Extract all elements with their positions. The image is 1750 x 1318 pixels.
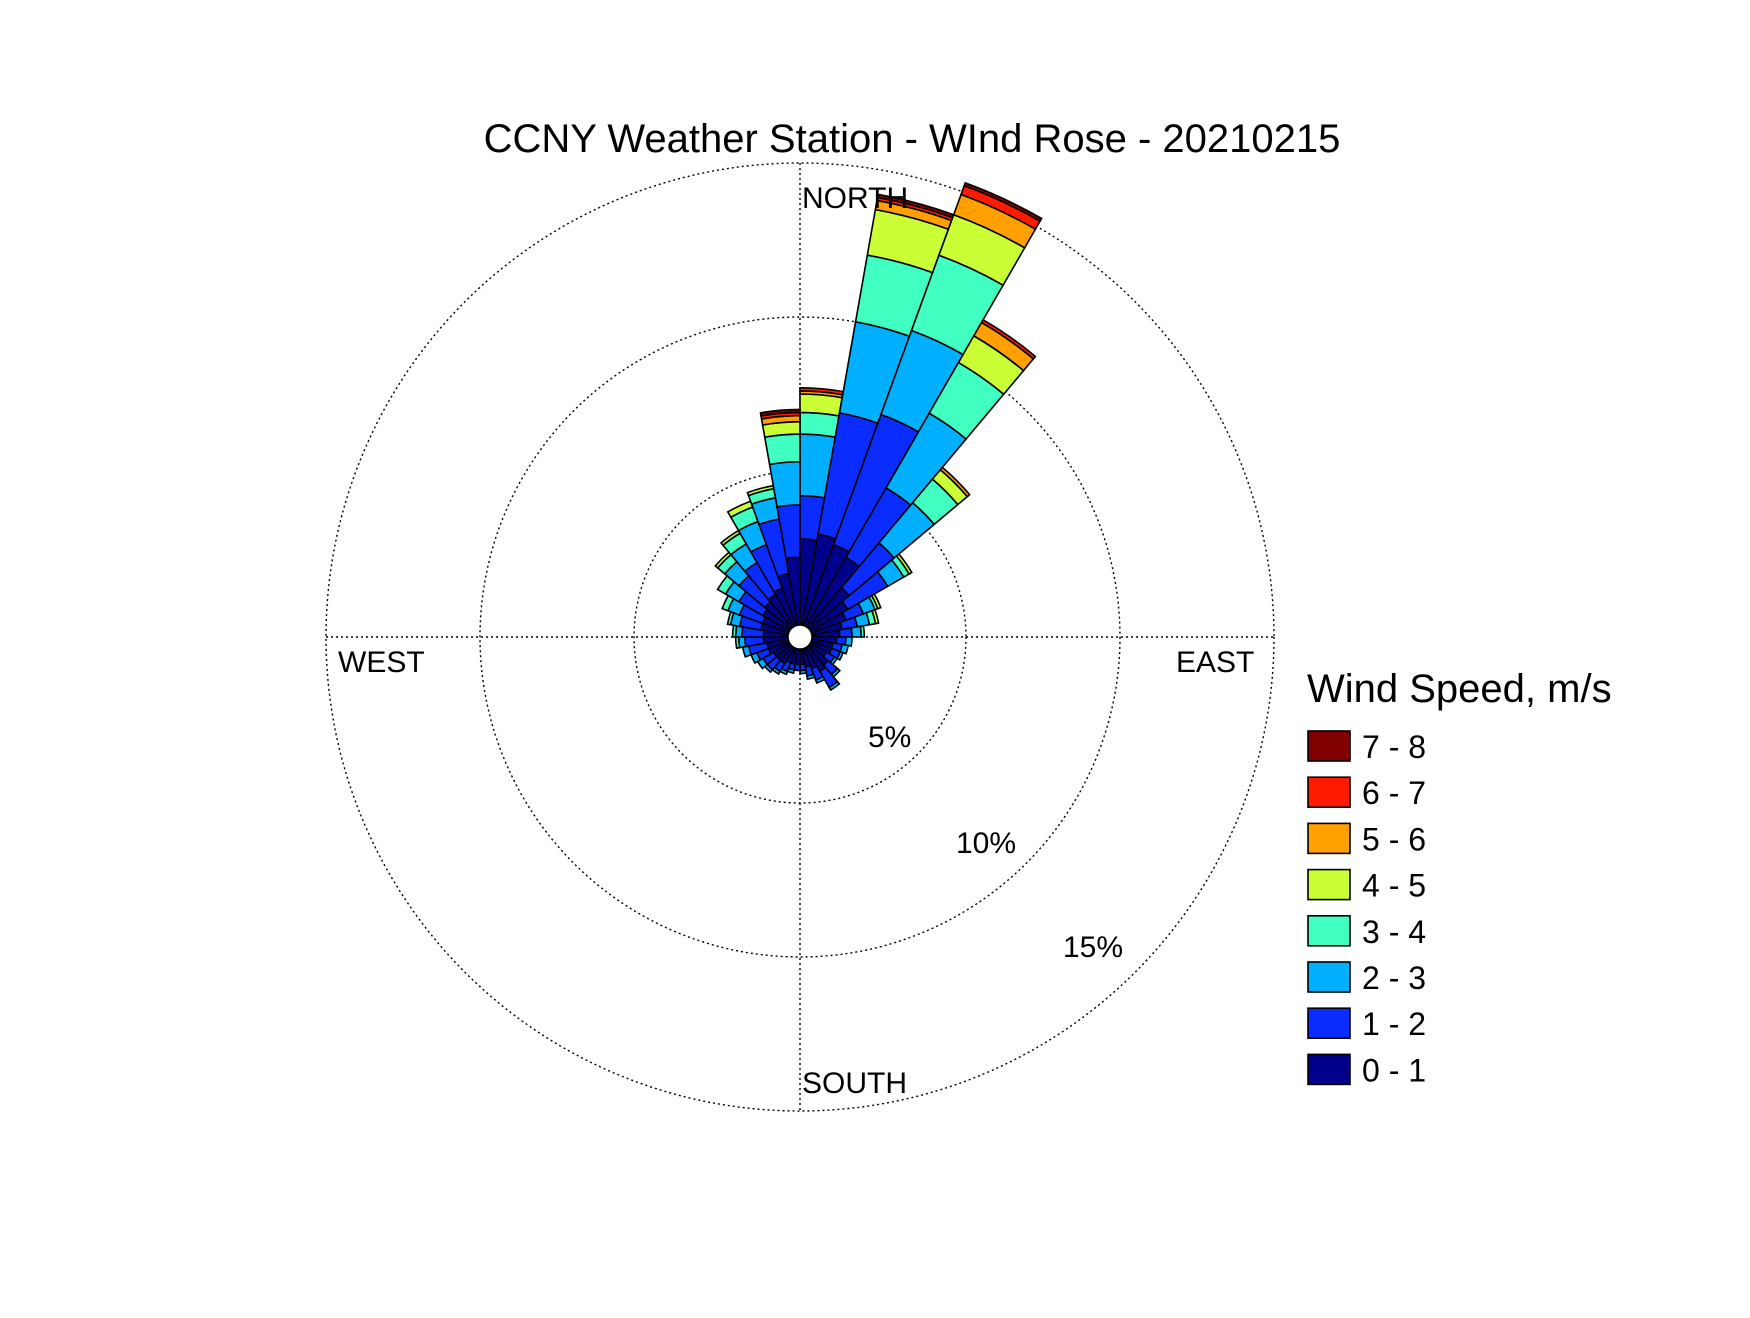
grid-ring (479, 316, 1121, 958)
chart-title: CCNY Weather Station - WInd Rose - 20210… (484, 117, 1341, 161)
legend-label: 2 - 3 (1362, 960, 1426, 996)
legend-swatch (1307, 822, 1351, 855)
direction-label-east: EAST (1176, 646, 1254, 679)
legend-items: 7 - 8 6 - 7 5 - 6 4 - 5 3 - 4 2 - 3 1 - 2 0 - 1 (1307, 729, 1426, 1088)
legend-swatch (1307, 868, 1351, 901)
wind-sector-segment (731, 624, 738, 638)
center-hole (787, 624, 813, 650)
grid-ring (325, 162, 1275, 1112)
wind-sector-segment (871, 608, 880, 625)
wind-sector-segment (835, 650, 845, 662)
wind-sector-segment (828, 680, 841, 692)
legend-swatch (1307, 914, 1351, 947)
wind-sector-segment (799, 669, 808, 675)
direction-label-west: WEST (338, 646, 425, 679)
wind-sector-segment (939, 466, 971, 498)
direction-label-north: NORTH (802, 182, 908, 215)
radial-tick-label: 5% (868, 721, 911, 754)
legend-label: 0 - 1 (1362, 1052, 1426, 1088)
wind-sector-segment (734, 636, 741, 650)
wind-sector-segment (763, 433, 801, 466)
radial-tick-label: 15% (1063, 931, 1123, 964)
wind-sector-segment (799, 411, 840, 439)
legend-label: 4 - 5 (1362, 868, 1426, 904)
wind-sector-segment (859, 624, 866, 638)
legend-swatch (1307, 1053, 1351, 1086)
wind-sector-segment (814, 675, 826, 685)
wind-sector-segment (805, 673, 816, 681)
wind-sector-segment (980, 318, 1037, 360)
legend-label: 6 - 7 (1362, 775, 1426, 811)
legend: Wind Speed, m/s 7 - 8 6 - 7 5 - 6 4 - 5 3 - … (1307, 667, 1612, 1088)
wind-sector-segment (759, 408, 801, 417)
wind-sector-segment (839, 643, 850, 655)
legend-swatch (1307, 730, 1351, 762)
radial-tick-label: 10% (956, 827, 1016, 860)
wind-sectors (714, 181, 1043, 692)
wind-sector-segment (850, 625, 863, 638)
legend-swatch (1307, 776, 1351, 809)
wind-sector-segment (838, 627, 853, 638)
wind-sector-segment (844, 636, 853, 647)
wind-sector-segment (870, 592, 882, 610)
wind-sector-segment (963, 181, 1043, 223)
legend-swatch (1307, 961, 1351, 993)
legend-label: 5 - 6 (1362, 821, 1426, 857)
legend-swatch (1307, 1007, 1351, 1040)
wind-sector-segment (895, 552, 913, 576)
legend-label: 7 - 8 (1362, 729, 1426, 765)
legend-label: 3 - 4 (1362, 914, 1426, 950)
legend-title: Wind Speed, m/s (1307, 667, 1612, 711)
legend-label: 1 - 2 (1362, 1006, 1426, 1042)
direction-label-south: SOUTH (802, 1067, 907, 1100)
